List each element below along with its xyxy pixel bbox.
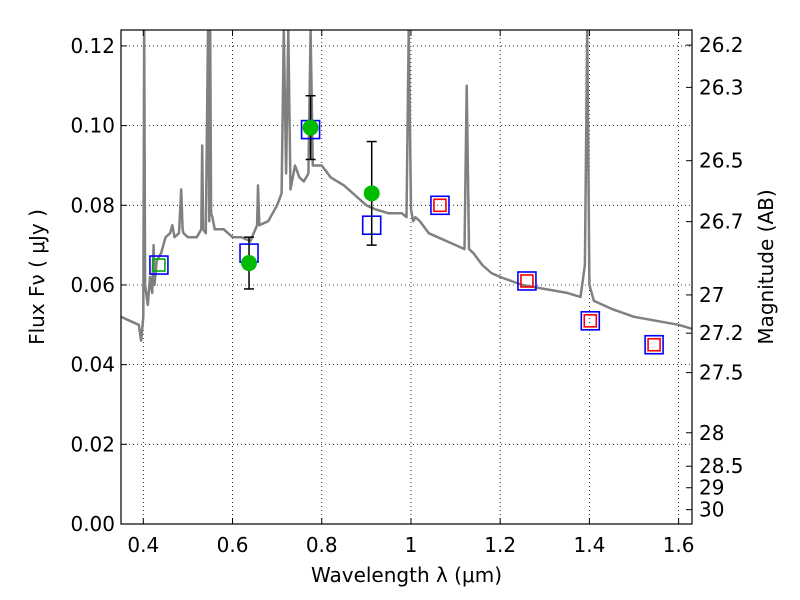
filter-square-marker <box>433 198 447 213</box>
plot-area <box>121 30 692 355</box>
x-tick-label: 0.6 <box>217 533 249 557</box>
model-square-marker <box>149 255 169 275</box>
x-tick-label: 1.6 <box>663 533 695 557</box>
y-tick-label: 0.00 <box>70 512 115 536</box>
right-tick-label: 30 <box>699 498 724 522</box>
right-tick-label: 26.5 <box>699 149 744 173</box>
y-tick-label: 0.10 <box>70 114 115 138</box>
y-tick-label: 0.04 <box>70 353 115 377</box>
y-axis-label: Flux Fν ( μJy ) <box>25 209 49 345</box>
right-tick-label: 27.5 <box>699 361 744 385</box>
model-square-marker <box>580 311 601 331</box>
spectrum-line <box>121 30 692 342</box>
x-tick-label: 1.4 <box>573 533 605 557</box>
right-tick-label: 28.5 <box>699 454 744 478</box>
observed-data-point <box>302 119 319 136</box>
right-tick-label: 28 <box>699 421 724 445</box>
axis-ticks: 0.4 0.6 0.8 1 1.2 1.4 1.6 0.00 0.02 0.04 0.06 0.08 0… <box>70 30 744 557</box>
observed-data-point <box>241 255 258 272</box>
right-tick-label: 26.3 <box>699 75 744 99</box>
right-axis-label: Magnitude (AB) <box>754 189 778 344</box>
y-tick-label: 0.02 <box>70 432 115 456</box>
right-tick-label: 27 <box>699 283 724 307</box>
x-tick-label: 1 <box>405 533 418 557</box>
observed-data-point <box>363 185 380 202</box>
axes-frame <box>120 29 693 525</box>
model-square-marker <box>430 195 450 216</box>
filter-square-marker <box>647 337 661 352</box>
y-tick-label: 0.06 <box>70 273 115 297</box>
right-tick-label: 26.7 <box>699 210 744 234</box>
right-tick-label: 26.2 <box>699 33 744 57</box>
x-tick-label: 1.2 <box>484 533 516 557</box>
y-tick-label: 0.12 <box>70 34 115 58</box>
x-tick-label: 0.8 <box>306 533 338 557</box>
right-tick-label: 29 <box>699 476 724 500</box>
model-square-marker <box>644 334 664 355</box>
filter-square-marker <box>520 274 534 288</box>
model-square-marker <box>517 271 537 291</box>
filter-square-marker <box>152 258 166 272</box>
filter-square-marker <box>583 314 598 328</box>
right-tick-label: 27.2 <box>699 321 744 345</box>
x-axis-label: Wavelength λ (μm) <box>311 563 502 587</box>
x-tick-label: 0.4 <box>127 533 159 557</box>
y-tick-label: 0.08 <box>70 193 115 217</box>
